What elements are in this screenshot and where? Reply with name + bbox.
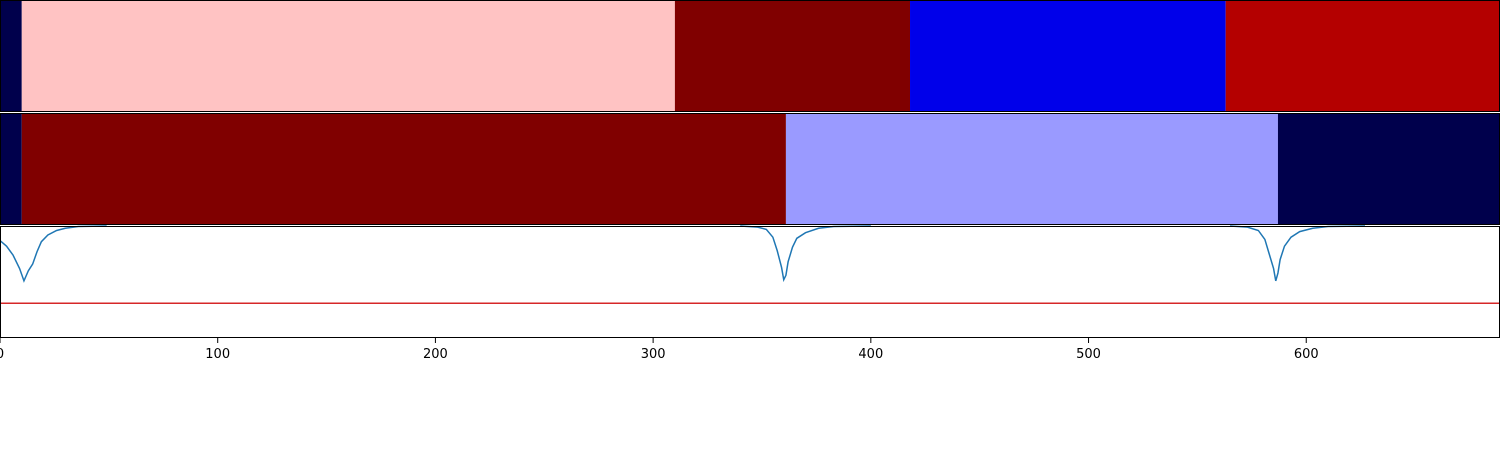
- segment-1-3: [674, 0, 911, 112]
- segment-2-2: [21, 113, 786, 225]
- score-line-3: [1229, 225, 1366, 282]
- segment-1-4: [910, 0, 1226, 112]
- x-tick-label-400: 400: [858, 347, 883, 362]
- x-tick-label-100: 100: [205, 347, 230, 362]
- x-tick-label-500: 500: [1076, 347, 1101, 362]
- x-tick-label-600: 600: [1294, 347, 1319, 362]
- segment-1-2: [21, 0, 675, 112]
- segment-1-1: [0, 0, 22, 112]
- segmentation-row-1: [0, 0, 1500, 112]
- score-line-1: [0, 225, 107, 283]
- x-tick-label-200: 200: [423, 347, 448, 362]
- segmentation-row-2: [0, 113, 1500, 225]
- segment-2-3: [785, 113, 1278, 225]
- x-axis: 0 100 200 300 400 500 600: [0, 338, 1319, 362]
- score-curve-panel: [0, 225, 1500, 338]
- segment-2-1: [0, 113, 22, 225]
- x-tick-label-300: 300: [641, 347, 666, 362]
- segment-2-4: [1277, 113, 1500, 225]
- segment-1-5: [1225, 0, 1500, 112]
- panel-background-3: [0, 226, 1500, 338]
- score-line-2: [740, 225, 871, 283]
- x-tick-label-0: 0: [0, 347, 4, 362]
